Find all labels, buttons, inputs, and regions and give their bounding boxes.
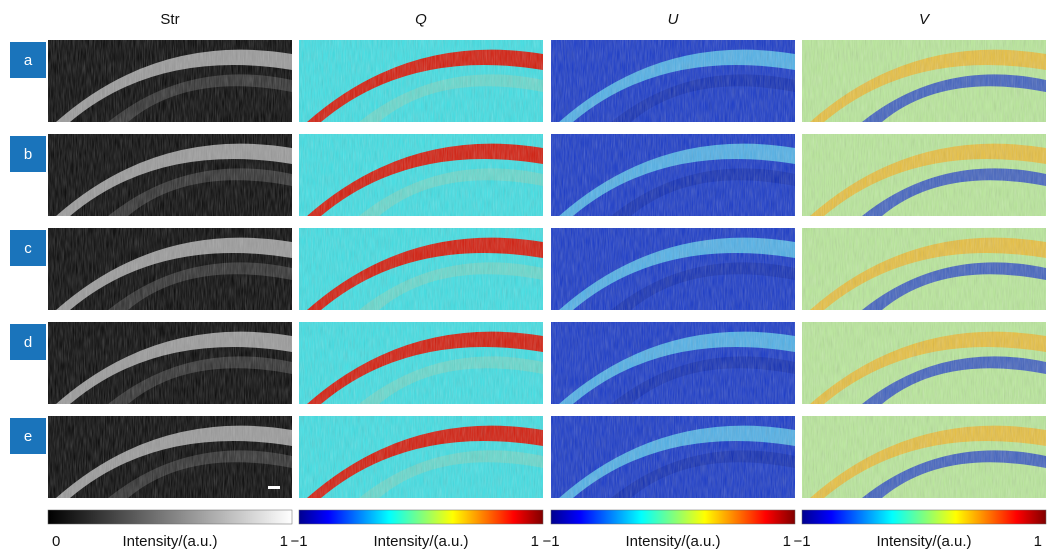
speckle	[802, 40, 1046, 122]
colorbar-label: Intensity/(a.u.)	[876, 533, 971, 550]
speckle	[551, 416, 795, 498]
colorbar	[551, 510, 795, 524]
colorbar	[299, 510, 543, 524]
speckle	[48, 322, 292, 404]
speckle	[299, 134, 543, 216]
row-label: e	[24, 428, 32, 445]
speckle	[551, 322, 795, 404]
speckle	[802, 322, 1046, 404]
colorbar-min: 0	[52, 533, 60, 550]
colorbar	[48, 510, 292, 524]
colorbar-max: 1	[531, 533, 539, 550]
column-header: U	[668, 11, 679, 28]
speckle	[48, 228, 292, 310]
colorbar-max: 1	[1034, 533, 1042, 550]
colorbar-max: 1	[783, 533, 791, 550]
colorbar	[802, 510, 1046, 524]
colorbar-label: Intensity/(a.u.)	[625, 533, 720, 550]
speckle	[299, 228, 543, 310]
speckle	[551, 134, 795, 216]
column-header: Str	[160, 11, 179, 28]
column-header: V	[919, 11, 931, 28]
column-header: Q	[415, 11, 427, 28]
row-label: c	[24, 240, 32, 257]
speckle	[48, 134, 292, 216]
speckle	[299, 416, 543, 498]
speckle	[551, 40, 795, 122]
colorbar-label: Intensity/(a.u.)	[373, 533, 468, 550]
speckle	[299, 322, 543, 404]
speckle	[48, 40, 292, 122]
row-label: b	[24, 146, 32, 163]
speckle	[299, 40, 543, 122]
row-label: d	[24, 334, 32, 351]
colorbar-label: Intensity/(a.u.)	[122, 533, 217, 550]
speckle	[802, 228, 1046, 310]
speckle	[551, 228, 795, 310]
speckle	[802, 416, 1046, 498]
colorbar-min: −1	[793, 533, 810, 550]
speckle	[48, 416, 292, 498]
row-label: a	[24, 52, 33, 69]
colorbar-min: −1	[542, 533, 559, 550]
speckle	[802, 134, 1046, 216]
scale-bar	[268, 486, 280, 489]
figure: Str 0 Intensity/(a.u.) 1 Q −1 Intensity/(a.u.)…	[0, 0, 1048, 553]
colorbar-max: 1	[280, 533, 288, 550]
colorbar-min: −1	[290, 533, 307, 550]
